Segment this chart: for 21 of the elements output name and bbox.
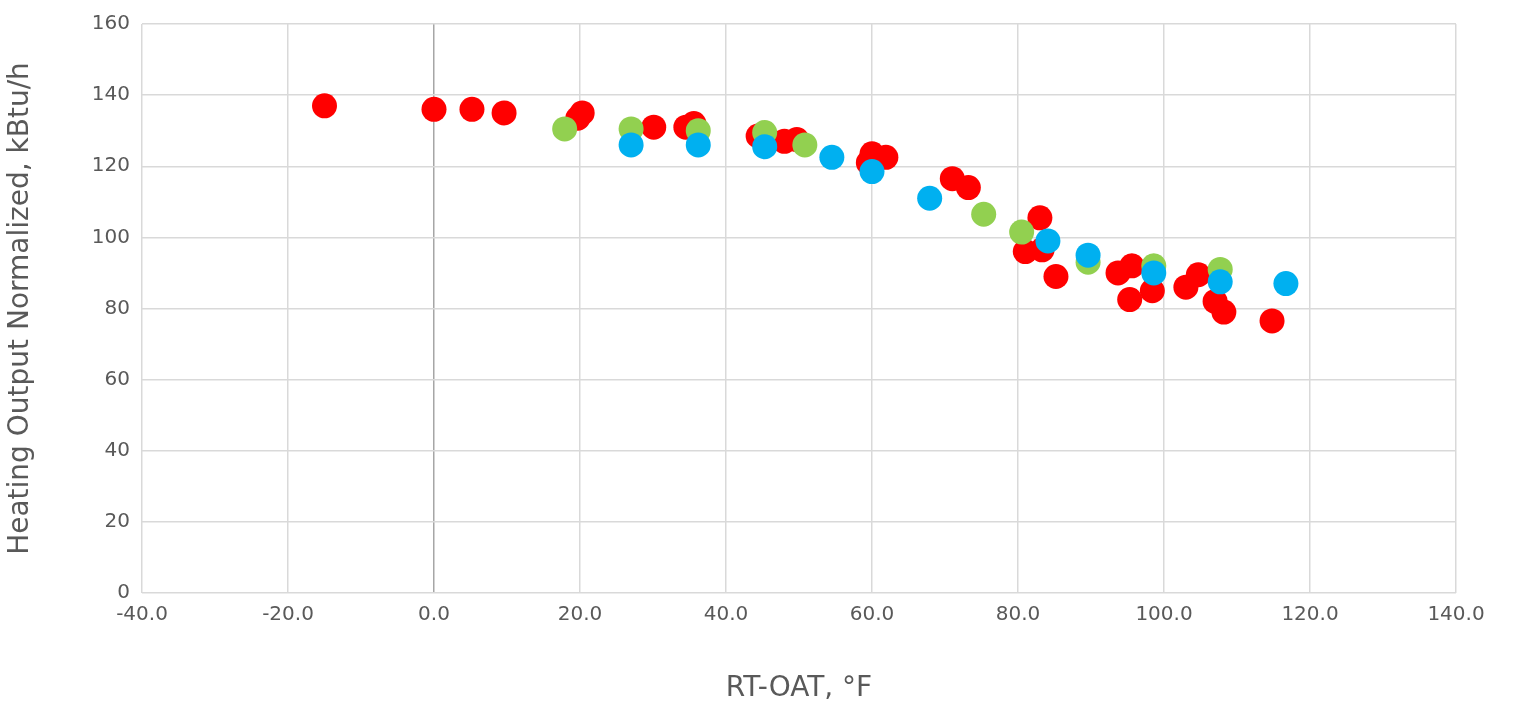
x-tick-label: -40.0 bbox=[116, 601, 168, 626]
x-tick-label: 20.0 bbox=[557, 601, 603, 626]
y-tick-label: 40 bbox=[104, 436, 130, 461]
x-tick-label: 80.0 bbox=[995, 601, 1041, 626]
x-tick-label: 0.0 bbox=[418, 601, 450, 626]
y-tick-label: 160 bbox=[91, 10, 130, 35]
y-tick-label: 20 bbox=[104, 508, 130, 533]
y-tick-label: 80 bbox=[104, 294, 130, 319]
y-tick-label: 60 bbox=[104, 365, 130, 390]
y-axis-title: Heating Output Normalized, kBtu/h bbox=[2, 62, 36, 555]
x-axis-title: RT-OAT, °F bbox=[725, 670, 873, 704]
x-tick-label: 100.0 bbox=[1135, 601, 1193, 626]
y-tick-label: 120 bbox=[91, 152, 130, 177]
x-tick-label: 60.0 bbox=[849, 601, 895, 626]
x-tick-label: 40.0 bbox=[703, 601, 749, 626]
y-tick-label: 100 bbox=[91, 223, 130, 248]
y-tick-label: 140 bbox=[91, 81, 130, 106]
y-tick-label: 0 bbox=[117, 579, 130, 604]
x-tick-label: 120.0 bbox=[1281, 601, 1339, 626]
x-tick-label: 140.0 bbox=[1427, 601, 1485, 626]
x-tick-label: -20.0 bbox=[262, 601, 314, 626]
